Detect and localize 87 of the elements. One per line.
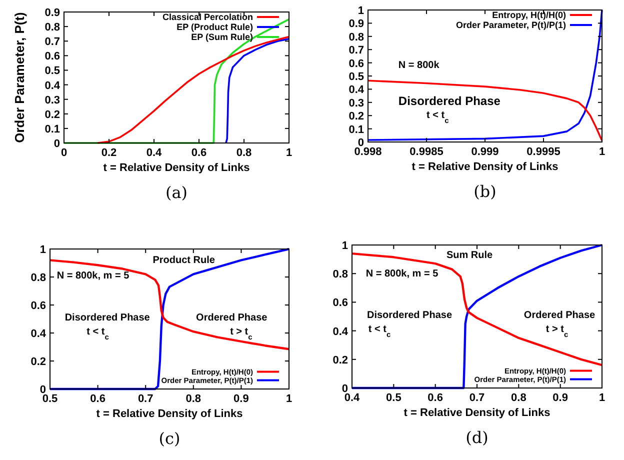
y-tick-label: 0.4	[44, 80, 61, 92]
y-tick-label: 0.2	[332, 354, 348, 366]
x-tick-label: 1	[598, 392, 606, 404]
x-tick-label: 0.9995	[526, 146, 560, 158]
x-axis-title: t = Relative Density of Links	[412, 161, 558, 173]
annotation: Disordered Phase	[64, 312, 150, 324]
annotation: Product Rule	[152, 255, 216, 266]
line-series	[350, 244, 604, 390]
x-tick-label: 0.2	[101, 147, 117, 159]
y-tick-label: 0.5	[44, 65, 60, 78]
x-tick-label: 0.6	[90, 393, 106, 405]
annotation: Disordered Phase	[398, 94, 501, 108]
x-axis-title: t = Relative Density of Links	[96, 408, 243, 420]
annotation: t > t$_{c}$	[230, 326, 252, 341]
x-tick-label: 0.8	[186, 393, 202, 405]
x-tick-label: 0.998	[354, 146, 382, 158]
y-tick-label: 0.9	[44, 7, 60, 19]
line-series	[367, 80, 603, 142]
y-tick-label: 0.7	[348, 44, 364, 57]
annotation: Disordered Phase	[366, 310, 452, 321]
y-tick-label: 0.4	[30, 328, 47, 340]
text: (a)	[165, 183, 188, 202]
line-series	[96, 36, 290, 144]
x-tick-label: 0.5	[386, 392, 402, 404]
x-tick-label: 1	[286, 393, 292, 405]
x-tick-label: 0.7	[469, 392, 485, 404]
x-tick-label: 0.8	[236, 147, 252, 159]
y-tick-label: 0.8	[30, 272, 46, 284]
legend-label: EP (Sum Rule)	[191, 32, 253, 42]
annotation: N = 800k, m = 5	[56, 270, 130, 282]
y-axis-title: Order Parameter, P(t)	[12, 12, 27, 143]
line-series	[367, 9, 603, 141]
annotation: t > t$_{c}$	[546, 324, 568, 339]
legend-label: Classical Percolation	[162, 12, 253, 22]
y-tick-label: 1	[342, 240, 348, 252]
line-series	[48, 248, 290, 390]
x-axis-title: t = Relative Density of Links	[103, 162, 250, 174]
y-tick-label: 0.7	[44, 36, 60, 48]
x-tick-label: 0.4	[146, 147, 163, 159]
y-tick-label: 0.8	[332, 268, 348, 281]
y-tick-label: 0.2	[44, 108, 60, 121]
y-tick-label: 0.6	[30, 300, 46, 312]
y-tick-label: 0	[358, 137, 364, 149]
annotation: N = 800k	[398, 60, 440, 72]
y-tick-label: 0.6	[332, 297, 348, 310]
annotation: Ordered Phase	[196, 312, 268, 324]
annotation: t < t$_{c}$	[426, 110, 449, 125]
y-tick-label: 0.3	[44, 94, 60, 106]
x-axis-title: t = Relative Density of Links	[404, 407, 550, 419]
annotation: t < t$_{c}$	[86, 326, 109, 341]
y-tick-label: 0.6	[348, 58, 364, 70]
y-tick-label: 0.2	[30, 356, 46, 368]
y-tick-label: 0.1	[44, 123, 60, 136]
x-tick-label: 0.6	[428, 392, 443, 404]
x-tick-label: 1	[598, 146, 606, 158]
x-tick-label: 0.8	[511, 392, 526, 404]
x-tick-label: 0.9	[552, 392, 568, 404]
text: (c)	[158, 429, 180, 448]
y-tick-label: 0.1	[348, 124, 364, 136]
y-tick-label: 0.8	[44, 22, 60, 34]
annotation: Sum Rule	[446, 250, 493, 261]
text: (d)	[466, 428, 488, 447]
legend-label: EP (Product Rule)	[176, 22, 253, 32]
annotation: N = 800k, m = 5	[366, 268, 439, 280]
y-tick-label: 0.3	[348, 97, 364, 110]
x-tick-label: 0.7	[138, 393, 154, 405]
y-tick-label: 0.4	[348, 84, 365, 96]
y-tick-label: 0.2	[348, 110, 364, 123]
text: (b)	[474, 182, 496, 201]
x-tick-label: 0.6	[191, 147, 207, 159]
annotation: Ordered Phase	[524, 310, 596, 321]
line-series	[350, 252, 604, 366]
legend-label: Entropy, H(t)/H(0)	[492, 10, 566, 20]
x-tick-label: 1	[286, 147, 292, 159]
y-tick-label: 0.8	[348, 31, 364, 44]
legend-label: Order Parameter, P(t)/P(1)	[456, 20, 566, 30]
x-tick-label: 0.9	[234, 393, 249, 405]
y-tick-label: 1	[40, 244, 46, 256]
y-tick-label: 1	[358, 5, 364, 17]
y-tick-label: 0.5	[348, 71, 364, 83]
y-tick-label: 0.9	[348, 18, 364, 30]
y-tick-label: 0	[54, 138, 60, 150]
y-tick-label: 0.6	[44, 50, 60, 63]
x-tick-label: 0.9985	[410, 146, 444, 158]
y-tick-label: 0.4	[332, 326, 349, 338]
annotation: t < t$_{c}$	[368, 324, 391, 339]
x-tick-label: 0.999	[471, 146, 499, 158]
